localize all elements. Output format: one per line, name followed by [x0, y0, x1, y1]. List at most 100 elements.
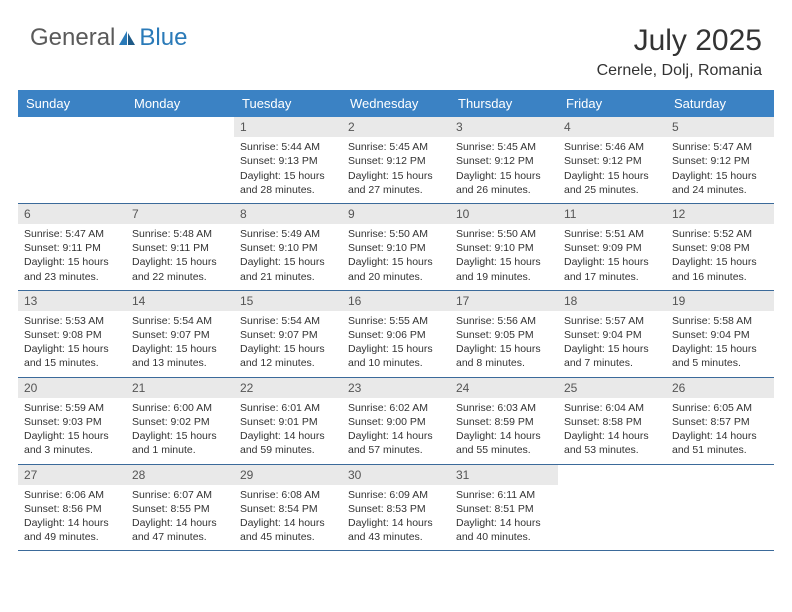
sunrise: Sunrise: 5:54 AM	[132, 314, 228, 328]
day-number: 3	[450, 117, 558, 137]
weekday-label: Saturday	[666, 90, 774, 117]
sunset: Sunset: 9:12 PM	[564, 154, 660, 168]
day-number: 7	[126, 204, 234, 224]
sunrise: Sunrise: 5:48 AM	[132, 227, 228, 241]
daylight-l2: and 45 minutes.	[240, 530, 336, 544]
sunset: Sunset: 9:12 PM	[672, 154, 768, 168]
daylight-l1: Daylight: 15 hours	[240, 255, 336, 269]
sunrise: Sunrise: 6:11 AM	[456, 488, 552, 502]
sunset: Sunset: 9:07 PM	[132, 328, 228, 342]
sunrise: Sunrise: 5:50 AM	[456, 227, 552, 241]
daylight-l2: and 25 minutes.	[564, 183, 660, 197]
sunset: Sunset: 9:12 PM	[456, 154, 552, 168]
daylight-l2: and 16 minutes.	[672, 270, 768, 284]
day-cell: 3Sunrise: 5:45 AMSunset: 9:12 PMDaylight…	[450, 117, 558, 203]
sunset: Sunset: 8:53 PM	[348, 502, 444, 516]
weekday-label: Sunday	[18, 90, 126, 117]
daylight-l1: Daylight: 15 hours	[564, 342, 660, 356]
sunrise: Sunrise: 6:03 AM	[456, 401, 552, 415]
daylight-l2: and 23 minutes.	[24, 270, 120, 284]
sunset: Sunset: 8:51 PM	[456, 502, 552, 516]
sunrise: Sunrise: 5:45 AM	[348, 140, 444, 154]
day-cell: 7Sunrise: 5:48 AMSunset: 9:11 PMDaylight…	[126, 204, 234, 290]
sunrise: Sunrise: 5:59 AM	[24, 401, 120, 415]
daylight-l1: Daylight: 15 hours	[456, 342, 552, 356]
day-body: Sunrise: 6:07 AMSunset: 8:55 PMDaylight:…	[126, 485, 234, 551]
daylight-l2: and 43 minutes.	[348, 530, 444, 544]
daylight-l1: Daylight: 15 hours	[348, 169, 444, 183]
day-number: 8	[234, 204, 342, 224]
day-number: 10	[450, 204, 558, 224]
weekday-label: Thursday	[450, 90, 558, 117]
day-body: Sunrise: 5:58 AMSunset: 9:04 PMDaylight:…	[666, 311, 774, 377]
daylight-l1: Daylight: 14 hours	[240, 516, 336, 530]
day-body: Sunrise: 5:51 AMSunset: 9:09 PMDaylight:…	[558, 224, 666, 290]
day-number: 4	[558, 117, 666, 137]
day-number: 27	[18, 465, 126, 485]
day-body: Sunrise: 5:57 AMSunset: 9:04 PMDaylight:…	[558, 311, 666, 377]
daylight-l1: Daylight: 14 hours	[24, 516, 120, 530]
day-number: 13	[18, 291, 126, 311]
daylight-l1: Daylight: 14 hours	[348, 516, 444, 530]
sunset: Sunset: 9:00 PM	[348, 415, 444, 429]
daylight-l2: and 49 minutes.	[24, 530, 120, 544]
calendar-body: 1Sunrise: 5:44 AMSunset: 9:13 PMDaylight…	[18, 117, 774, 551]
sunset: Sunset: 9:03 PM	[24, 415, 120, 429]
sunset: Sunset: 9:05 PM	[456, 328, 552, 342]
day-number: 28	[126, 465, 234, 485]
week-row: 20Sunrise: 5:59 AMSunset: 9:03 PMDayligh…	[18, 378, 774, 465]
sunrise: Sunrise: 5:52 AM	[672, 227, 768, 241]
sunrise: Sunrise: 5:57 AM	[564, 314, 660, 328]
daylight-l1: Daylight: 15 hours	[24, 429, 120, 443]
sunrise: Sunrise: 5:55 AM	[348, 314, 444, 328]
day-body: Sunrise: 5:49 AMSunset: 9:10 PMDaylight:…	[234, 224, 342, 290]
daylight-l1: Daylight: 15 hours	[240, 342, 336, 356]
week-row: 1Sunrise: 5:44 AMSunset: 9:13 PMDaylight…	[18, 117, 774, 204]
day-cell: 31Sunrise: 6:11 AMSunset: 8:51 PMDayligh…	[450, 465, 558, 551]
sunrise: Sunrise: 5:49 AM	[240, 227, 336, 241]
day-cell: 9Sunrise: 5:50 AMSunset: 9:10 PMDaylight…	[342, 204, 450, 290]
day-cell: 17Sunrise: 5:56 AMSunset: 9:05 PMDayligh…	[450, 291, 558, 377]
sunset: Sunset: 9:06 PM	[348, 328, 444, 342]
day-number: 15	[234, 291, 342, 311]
day-number: 31	[450, 465, 558, 485]
sunset: Sunset: 9:10 PM	[348, 241, 444, 255]
day-cell: 23Sunrise: 6:02 AMSunset: 9:00 PMDayligh…	[342, 378, 450, 464]
daylight-l2: and 57 minutes.	[348, 443, 444, 457]
day-body: Sunrise: 5:54 AMSunset: 9:07 PMDaylight:…	[126, 311, 234, 377]
empty-cell	[558, 465, 666, 551]
day-number: 14	[126, 291, 234, 311]
sunset: Sunset: 8:56 PM	[24, 502, 120, 516]
day-body: Sunrise: 6:06 AMSunset: 8:56 PMDaylight:…	[18, 485, 126, 551]
empty-cell	[666, 465, 774, 551]
day-number: 17	[450, 291, 558, 311]
daylight-l2: and 28 minutes.	[240, 183, 336, 197]
day-cell: 14Sunrise: 5:54 AMSunset: 9:07 PMDayligh…	[126, 291, 234, 377]
daylight-l2: and 59 minutes.	[240, 443, 336, 457]
day-number: 19	[666, 291, 774, 311]
daylight-l1: Daylight: 15 hours	[348, 255, 444, 269]
day-number: 18	[558, 291, 666, 311]
daylight-l1: Daylight: 15 hours	[564, 169, 660, 183]
day-number: 25	[558, 378, 666, 398]
daylight-l2: and 17 minutes.	[564, 270, 660, 284]
daylight-l2: and 47 minutes.	[132, 530, 228, 544]
day-number: 9	[342, 204, 450, 224]
weekday-label: Monday	[126, 90, 234, 117]
day-number: 30	[342, 465, 450, 485]
daylight-l1: Daylight: 14 hours	[672, 429, 768, 443]
daylight-l2: and 7 minutes.	[564, 356, 660, 370]
day-cell: 6Sunrise: 5:47 AMSunset: 9:11 PMDaylight…	[18, 204, 126, 290]
daylight-l2: and 3 minutes.	[24, 443, 120, 457]
day-body: Sunrise: 5:48 AMSunset: 9:11 PMDaylight:…	[126, 224, 234, 290]
weekday-label: Wednesday	[342, 90, 450, 117]
logo-text-general: General	[30, 24, 115, 52]
sunset: Sunset: 9:10 PM	[240, 241, 336, 255]
day-number: 23	[342, 378, 450, 398]
day-body: Sunrise: 5:45 AMSunset: 9:12 PMDaylight:…	[450, 137, 558, 203]
daylight-l1: Daylight: 15 hours	[24, 255, 120, 269]
logo-text-blue: Blue	[139, 24, 187, 52]
daylight-l2: and 27 minutes.	[348, 183, 444, 197]
day-cell: 10Sunrise: 5:50 AMSunset: 9:10 PMDayligh…	[450, 204, 558, 290]
title-block: July 2025 Cernele, Dolj, Romania	[597, 24, 762, 80]
